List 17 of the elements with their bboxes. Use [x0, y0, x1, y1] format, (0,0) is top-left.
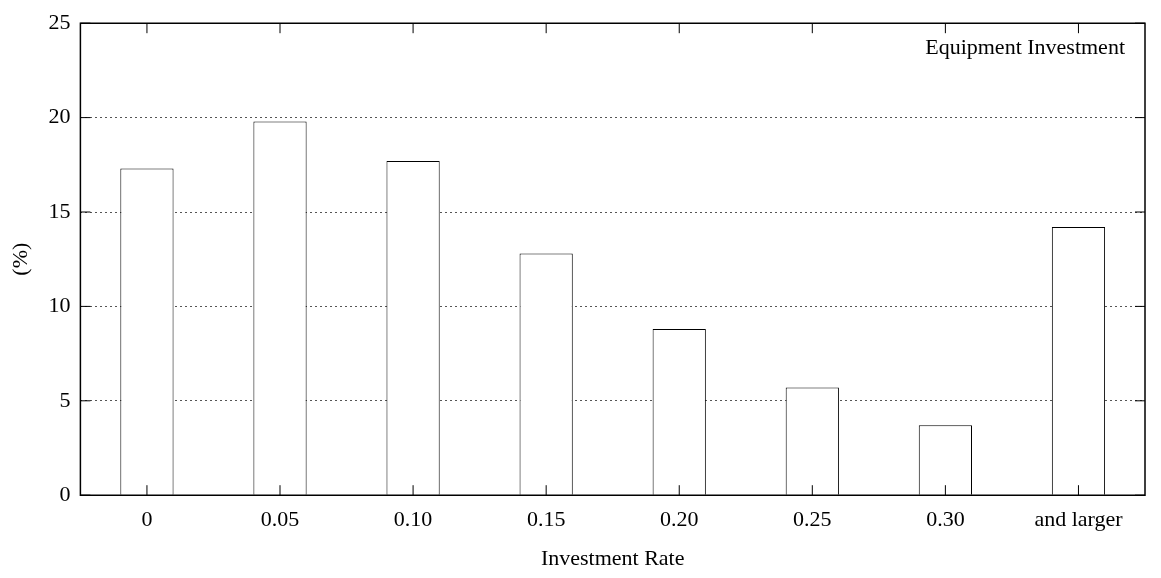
x-tick-label: 0.15	[526, 506, 566, 532]
x-tick-label: 0.25	[793, 506, 832, 532]
y-tick-label: 10	[48, 292, 71, 318]
y-axis-title: (%)	[6, 242, 32, 276]
y-tick-label: 15	[48, 197, 71, 223]
x-tick-label: and larger	[1034, 506, 1124, 532]
x-tick-label: 0.05	[260, 506, 300, 532]
y-tick-label: 0	[59, 480, 71, 506]
x-tick-label: 0	[141, 506, 153, 532]
x-tick-label: 0.10	[393, 506, 433, 532]
x-tick-label: 0.20	[659, 506, 699, 532]
y-tick-label: 5	[59, 386, 71, 412]
y-tick-label: 20	[48, 103, 71, 129]
x-axis-title: Investment Rate	[540, 544, 685, 570]
x-tick-label: 0.30	[926, 506, 965, 532]
text: Equipment Investment	[925, 33, 1125, 59]
y-tick-label: 25	[48, 8, 71, 34]
